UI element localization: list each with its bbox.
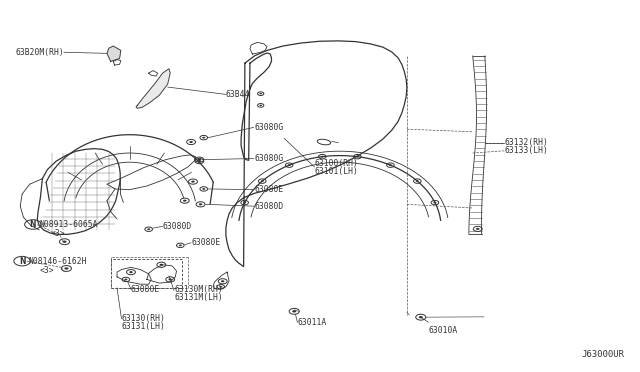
Circle shape xyxy=(220,286,222,288)
Text: N: N xyxy=(19,257,26,266)
Circle shape xyxy=(260,180,264,182)
Circle shape xyxy=(168,278,172,280)
Circle shape xyxy=(419,316,423,318)
Circle shape xyxy=(189,141,193,143)
Circle shape xyxy=(198,158,201,161)
Text: 63100(RH): 63100(RH) xyxy=(314,159,358,168)
Text: 63131(LH): 63131(LH) xyxy=(122,322,165,331)
Circle shape xyxy=(179,244,182,246)
Circle shape xyxy=(129,271,132,273)
Circle shape xyxy=(292,310,296,312)
Circle shape xyxy=(433,202,436,203)
Polygon shape xyxy=(107,46,121,61)
Circle shape xyxy=(124,279,127,280)
Text: 63B20M(RH): 63B20M(RH) xyxy=(16,48,65,57)
Circle shape xyxy=(159,264,163,266)
Circle shape xyxy=(287,164,291,166)
Text: <3>: <3> xyxy=(39,266,54,275)
Text: N: N xyxy=(29,220,36,229)
Text: 63010A: 63010A xyxy=(428,326,458,335)
Text: N08146-6162H: N08146-6162H xyxy=(28,257,87,266)
Circle shape xyxy=(243,202,246,203)
Circle shape xyxy=(389,164,392,166)
Circle shape xyxy=(199,203,202,205)
Text: 63080D: 63080D xyxy=(254,202,284,211)
Text: 63011A: 63011A xyxy=(298,318,326,327)
Text: 63080G: 63080G xyxy=(254,154,284,163)
Polygon shape xyxy=(136,69,170,108)
Text: 63131M(LH): 63131M(LH) xyxy=(174,293,223,302)
Circle shape xyxy=(476,228,479,230)
Circle shape xyxy=(356,156,359,158)
Circle shape xyxy=(202,188,205,190)
Circle shape xyxy=(183,200,186,202)
Circle shape xyxy=(221,280,225,282)
Circle shape xyxy=(202,137,205,138)
Text: 63080G: 63080G xyxy=(254,123,284,132)
Text: <3>: <3> xyxy=(51,229,65,238)
Text: J63000UR: J63000UR xyxy=(582,350,625,359)
Text: 63080E: 63080E xyxy=(254,185,284,194)
Circle shape xyxy=(259,105,262,106)
Circle shape xyxy=(65,267,68,270)
Text: 63133(LH): 63133(LH) xyxy=(504,146,548,155)
Text: 63130M(RH): 63130M(RH) xyxy=(174,285,223,294)
Circle shape xyxy=(259,93,262,94)
Circle shape xyxy=(63,241,67,243)
Circle shape xyxy=(416,180,419,182)
Circle shape xyxy=(147,228,150,230)
Circle shape xyxy=(191,180,195,183)
Text: 63080D: 63080D xyxy=(163,222,192,231)
Text: 63080E: 63080E xyxy=(131,285,160,294)
Text: N08913-6065A: N08913-6065A xyxy=(39,220,98,229)
Text: 63B44: 63B44 xyxy=(226,90,250,99)
Circle shape xyxy=(198,160,201,162)
Text: 63130(RH): 63130(RH) xyxy=(122,314,165,323)
Text: 63101(LH): 63101(LH) xyxy=(314,167,358,176)
Text: 63132(RH): 63132(RH) xyxy=(504,138,548,147)
Text: 63080E: 63080E xyxy=(191,238,220,247)
Circle shape xyxy=(321,156,324,158)
